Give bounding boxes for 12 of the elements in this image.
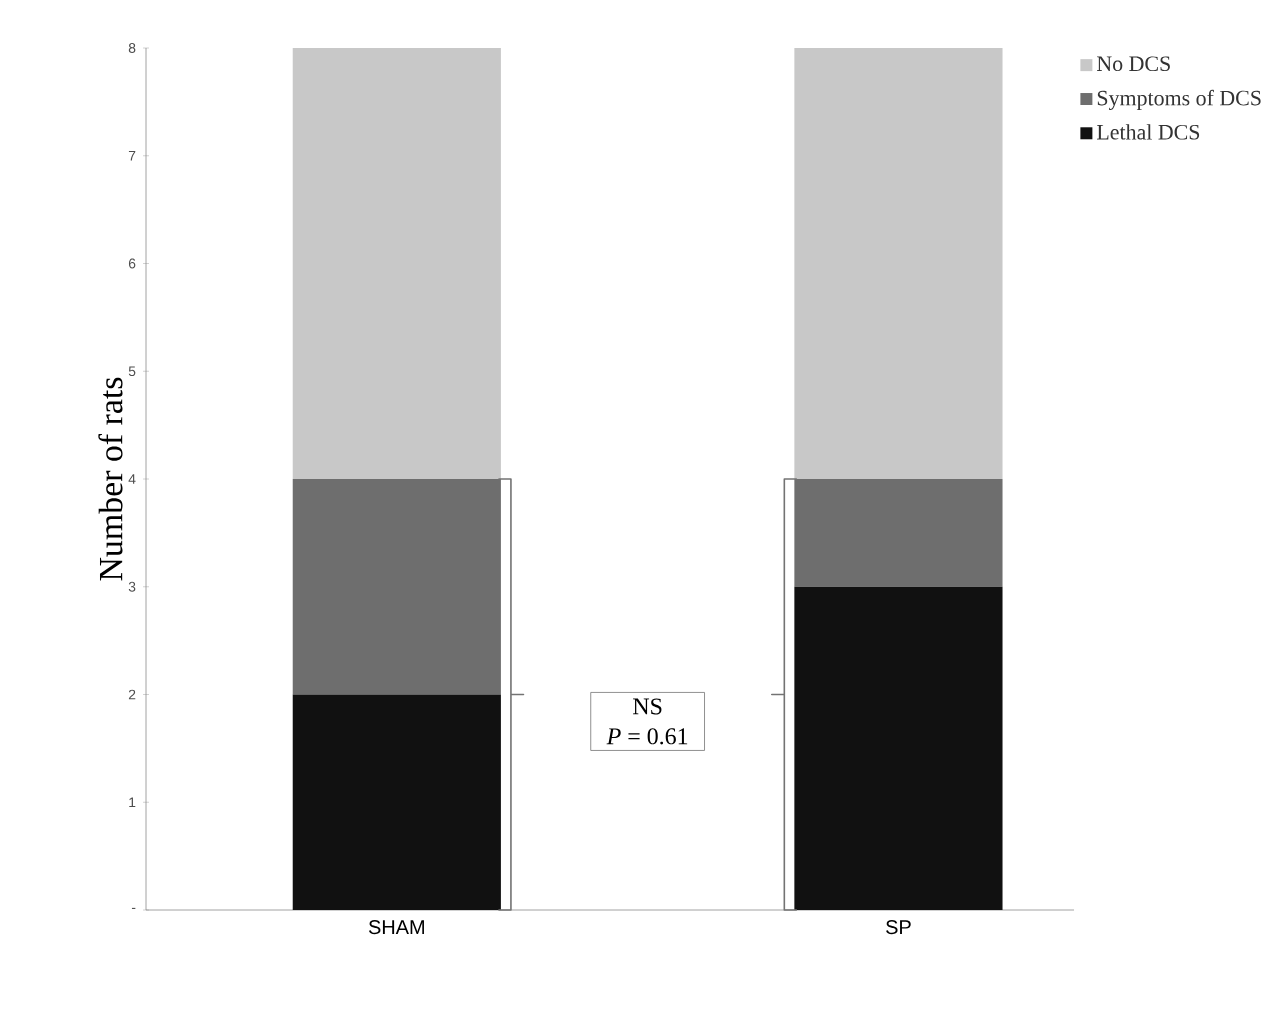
legend-label: Symptoms of DCS [1097, 89, 1261, 110]
y-axis-title: Number of rats [98, 377, 123, 581]
legend-label: No DCS [1097, 56, 1170, 72]
legend-label: Lethal DCS [1097, 124, 1200, 140]
x-tick-label: SP [886, 920, 911, 935]
bar [292, 694, 501, 910]
annotation: P = 0.61 [606, 728, 688, 745]
x-tick-label: SHAM [368, 920, 424, 935]
bar [794, 586, 1003, 910]
bar [794, 48, 1003, 480]
bar [292, 48, 501, 480]
annotation: NS [633, 698, 662, 715]
